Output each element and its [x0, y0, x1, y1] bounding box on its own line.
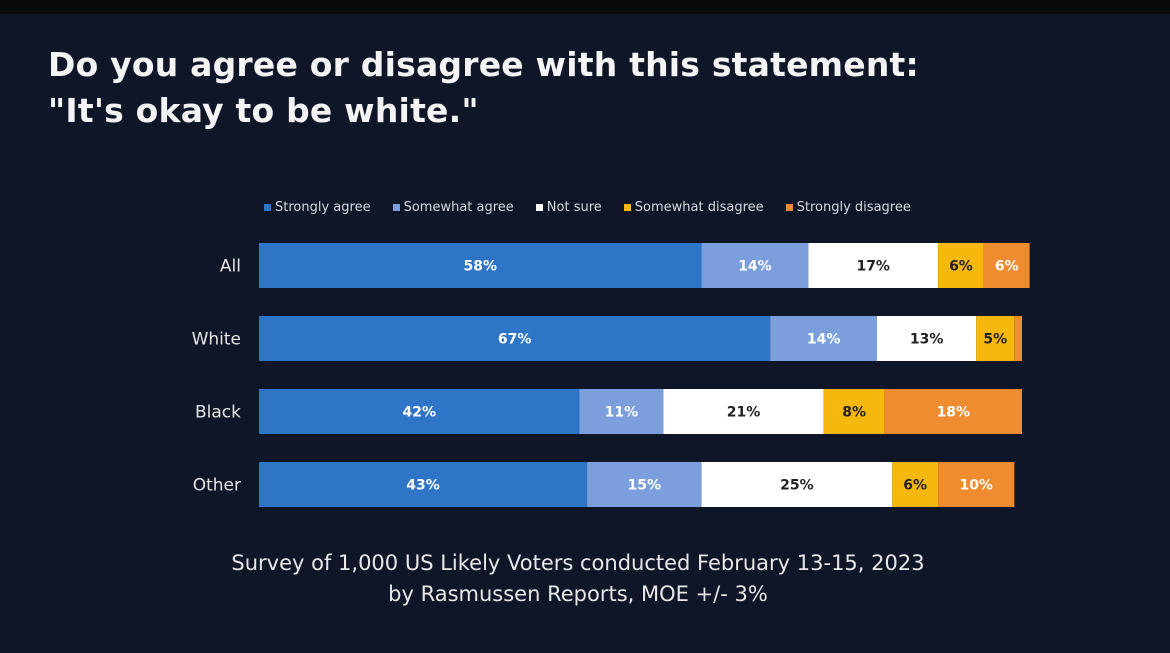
bar-other-strongly-agree — [259, 462, 588, 507]
data-label-black-not-sure: 21% — [727, 405, 761, 421]
bar-other-strongly-disagree — [938, 462, 1015, 507]
bar-white-somewhat-disagree — [976, 316, 1015, 361]
data-label-black-strongly-disagree: 18% — [937, 405, 971, 421]
source-note-line-1: Survey of 1,000 US Likely Voters conduct… — [231, 551, 925, 575]
legend-item-somewhat-disagree: Somewhat disagree — [623, 199, 764, 215]
bar-all-somewhat-agree — [701, 243, 809, 288]
legend-item-strongly-disagree: Strongly disagree — [785, 199, 911, 215]
bar-white-not-sure — [877, 316, 977, 361]
legend-swatch-somewhat-agree — [392, 203, 400, 211]
source-note: Survey of 1,000 US Likely Voters conduct… — [0, 548, 1156, 610]
bar-all-not-sure — [808, 243, 939, 288]
bar-black-strongly-disagree — [884, 389, 1022, 434]
data-label-all-not-sure: 17% — [856, 259, 890, 275]
chart-legend: Strongly agree Somewhat agree Not sure S… — [264, 197, 933, 217]
bar-black-strongly-agree — [259, 389, 580, 434]
chart-title-line-2: "It's okay to be white." — [48, 91, 479, 130]
bar-black-not-sure — [663, 389, 824, 434]
legend-label-strongly-agree: Strongly agree — [275, 199, 371, 215]
legend-swatch-somewhat-disagree — [623, 203, 631, 211]
data-label-white-strongly-agree: 67% — [498, 332, 532, 348]
data-label-other-somewhat-agree: 15% — [628, 478, 662, 494]
bar-other-not-sure — [701, 462, 893, 507]
data-label-all-strongly-disagree: 6% — [995, 259, 1019, 275]
bar-all-somewhat-disagree — [938, 243, 984, 288]
data-label-white-not-sure: 13% — [910, 332, 944, 348]
legend-label-strongly-disagree: Strongly disagree — [796, 199, 911, 215]
legend-item-not-sure: Not sure — [535, 199, 602, 215]
data-label-black-strongly-agree: 42% — [402, 405, 436, 421]
data-label-black-somewhat-agree: 11% — [605, 405, 639, 421]
bar-white-somewhat-agree — [770, 316, 878, 361]
bar-other-somewhat-disagree — [892, 462, 939, 507]
category-label-all: All — [220, 257, 241, 277]
bar-all-strongly-agree — [259, 243, 702, 288]
legend-label-not-sure: Not sure — [546, 199, 602, 215]
data-label-other-strongly-agree: 43% — [406, 478, 440, 494]
data-label-black-somewhat-disagree: 8% — [842, 405, 866, 421]
bar-other-somewhat-agree — [587, 462, 702, 507]
chart-title-line-1: Do you agree or disagree with this state… — [48, 45, 919, 84]
data-label-all-somewhat-disagree: 6% — [949, 259, 973, 275]
legend-item-somewhat-agree: Somewhat agree — [392, 199, 514, 215]
bar-black-somewhat-agree — [579, 389, 664, 434]
bar-black-somewhat-disagree — [823, 389, 885, 434]
legend-label-somewhat-disagree: Somewhat disagree — [634, 199, 764, 215]
data-label-other-not-sure: 25% — [780, 478, 814, 494]
data-label-white-somewhat-disagree: 5% — [983, 332, 1007, 348]
bar-all-strongly-disagree — [983, 243, 1030, 288]
legend-label-somewhat-agree: Somewhat agree — [403, 199, 514, 215]
bar-white-strongly-disagree — [1014, 316, 1022, 361]
category-label-other: Other — [193, 476, 241, 496]
data-label-white-somewhat-agree: 14% — [807, 332, 841, 348]
chart-title: Do you agree or disagree with this state… — [48, 42, 1128, 134]
data-label-all-strongly-agree: 58% — [464, 259, 498, 275]
category-label-white: White — [192, 330, 241, 350]
legend-swatch-not-sure — [535, 203, 543, 211]
bar-white-strongly-agree — [259, 316, 771, 361]
legend-swatch-strongly-disagree — [785, 203, 793, 211]
data-label-other-strongly-disagree: 10% — [959, 478, 993, 494]
legend-swatch-strongly-agree — [264, 203, 271, 211]
data-label-other-somewhat-disagree: 6% — [903, 478, 927, 494]
window-top-strip — [0, 0, 1170, 14]
legend-item-strongly-agree: Strongly agree — [264, 200, 371, 215]
data-label-all-somewhat-agree: 14% — [738, 259, 772, 275]
source-note-line-2: by Rasmussen Reports, MOE +/- 3% — [388, 582, 768, 606]
category-label-black: Black — [195, 403, 241, 423]
